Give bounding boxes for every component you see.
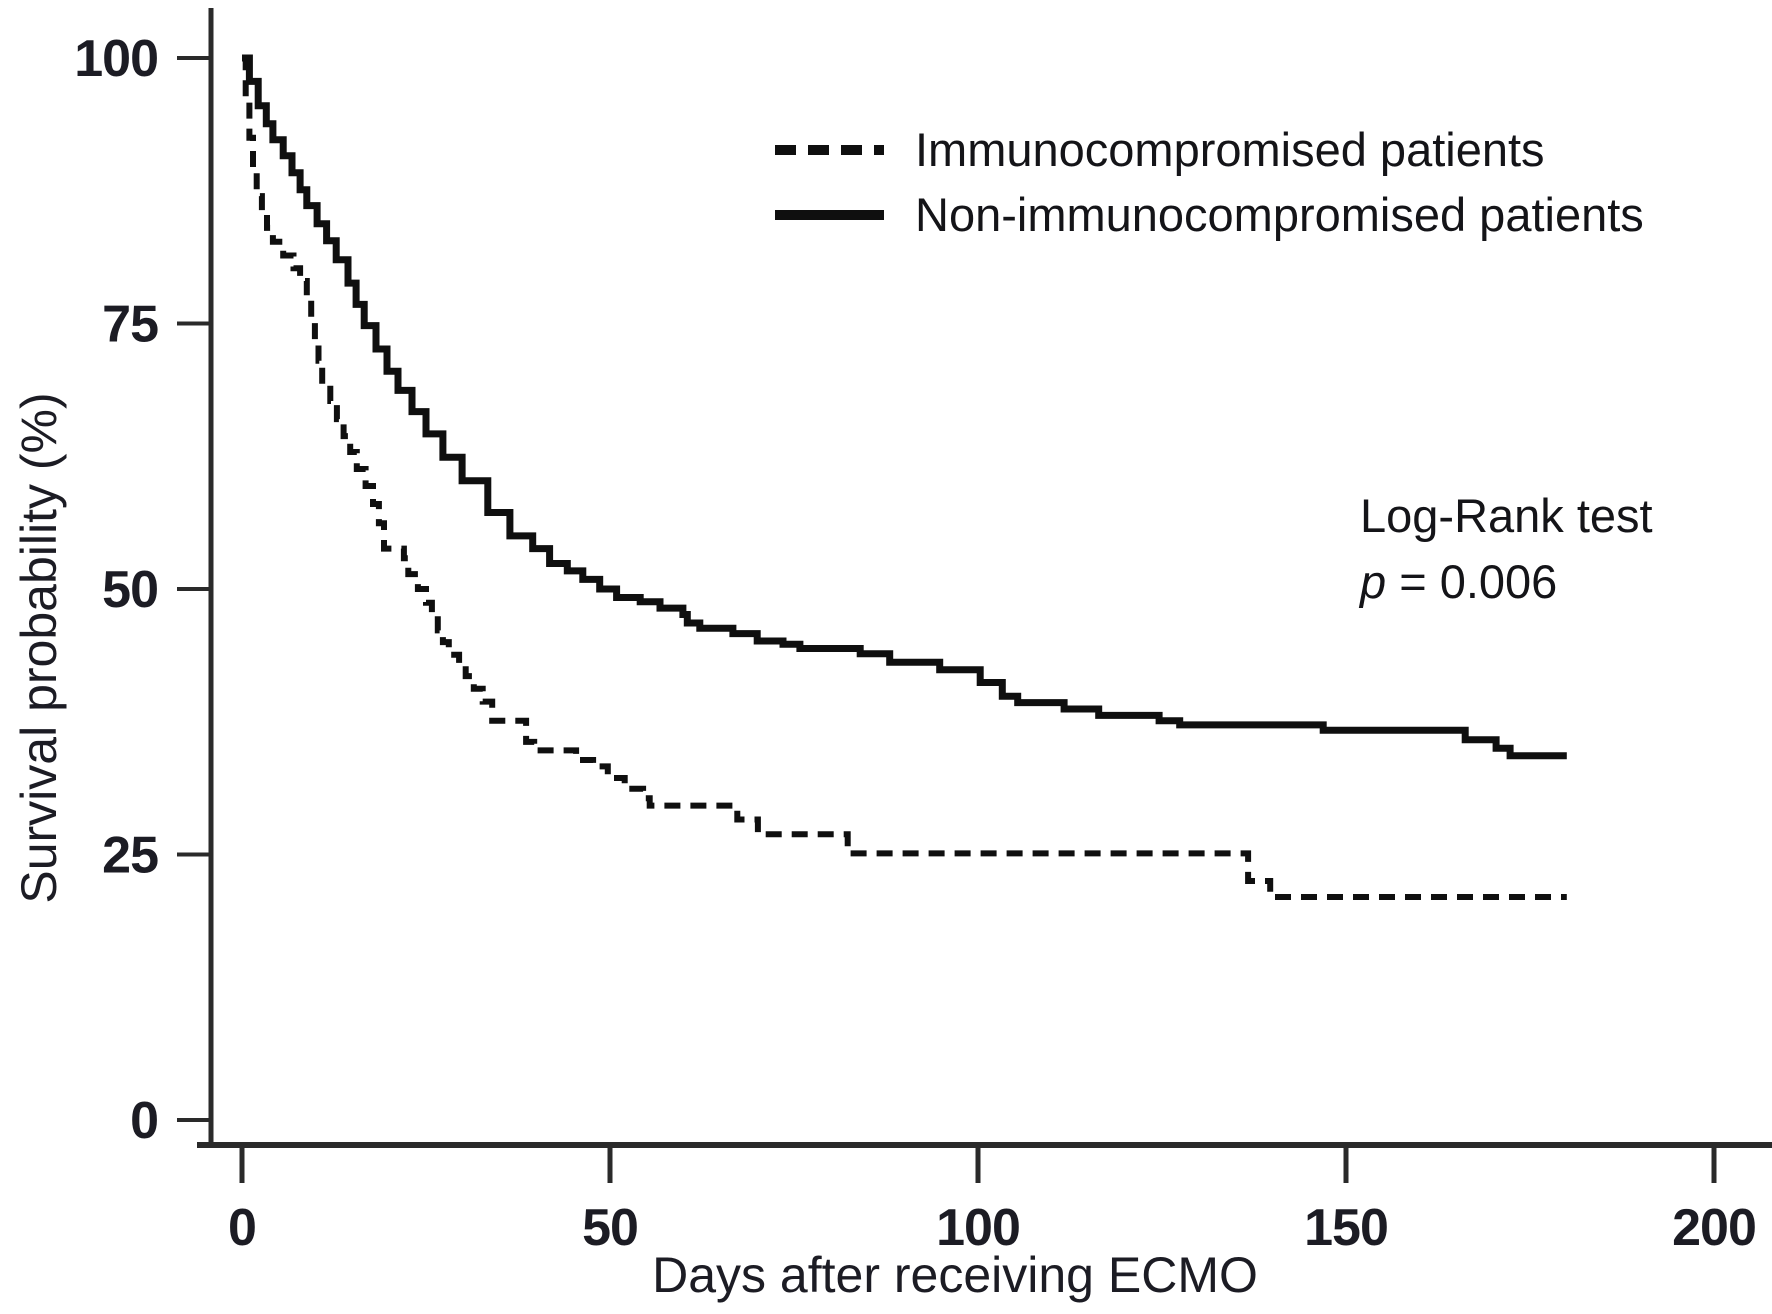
y-tick-label: 0 <box>130 1092 158 1150</box>
y-axis-title: Survival probability (%) <box>11 392 67 903</box>
p-value-text: = 0.006 <box>1386 555 1557 608</box>
y-tick-label: 100 <box>74 30 158 88</box>
x-tick-label: 100 <box>936 1199 1020 1257</box>
x-axis-ticks: 0 50 100 150 200 <box>228 1145 1757 1257</box>
x-tick-label: 0 <box>228 1199 256 1257</box>
legend: Immunocompromised patients Non-immunocom… <box>775 123 1644 241</box>
x-axis-title: Days after receiving ECMO <box>652 1247 1258 1303</box>
log-rank-test-label: Log-Rank test <box>1360 489 1653 542</box>
p-symbol: p <box>1358 555 1386 608</box>
x-tick-label: 50 <box>582 1199 638 1257</box>
immunocompromised-survival-curve <box>242 55 1567 900</box>
x-tick-label: 200 <box>1672 1199 1756 1257</box>
legend-label-immunocompromised: Immunocompromised patients <box>915 123 1545 176</box>
y-tick-label: 50 <box>102 561 158 619</box>
legend-label-non-immunocompromised: Non-immunocompromised patients <box>915 188 1644 241</box>
log-rank-annotation: Log-Rank test p = 0.006 <box>1358 489 1653 608</box>
y-axis-ticks: 100 75 50 25 0 <box>74 30 211 1150</box>
x-tick-label: 150 <box>1304 1199 1388 1257</box>
y-tick-label: 75 <box>102 296 158 354</box>
non-immunocompromised-survival-curve <box>242 54 1567 760</box>
p-value-label: p = 0.006 <box>1358 555 1557 608</box>
y-tick-label: 25 <box>102 827 158 885</box>
